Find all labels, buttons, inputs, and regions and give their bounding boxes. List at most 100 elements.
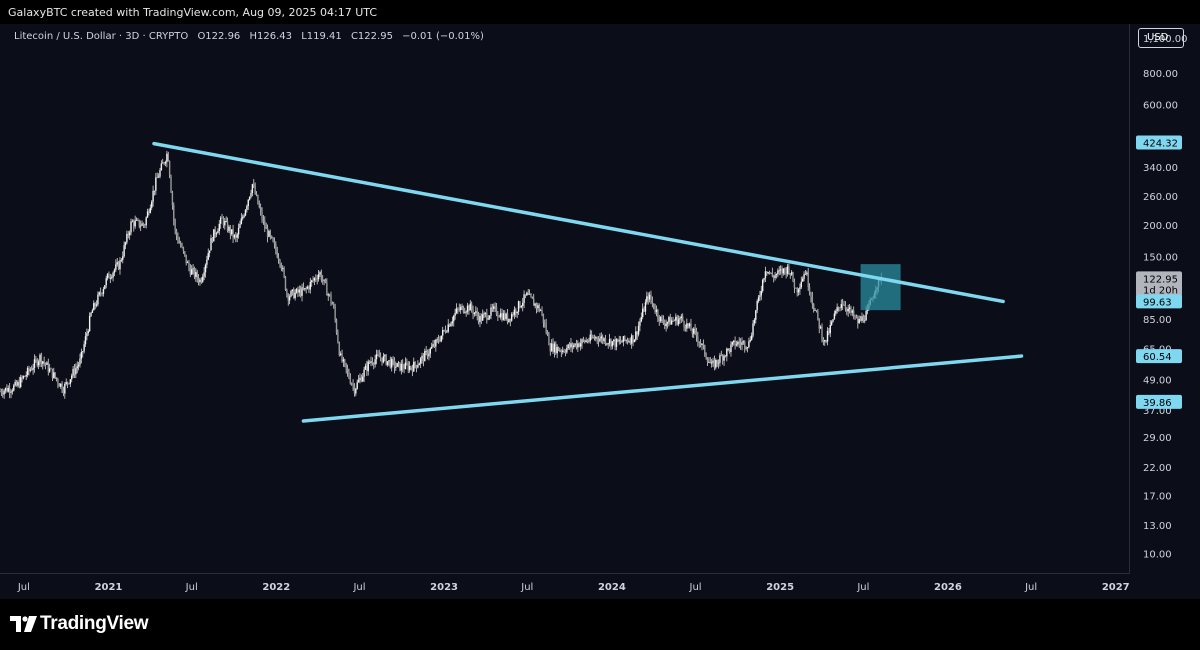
candle-body [859, 318, 862, 321]
candle-body [338, 342, 340, 356]
candle-body [91, 310, 94, 313]
price-chart[interactable]: 1,100.00 800.00 600.00 340.00 260.00 200.00 15… [0, 24, 1200, 599]
candle-body [615, 339, 618, 347]
candle-body [188, 262, 190, 269]
candle-body [276, 250, 278, 258]
candle-body [739, 343, 742, 345]
candle-body [373, 363, 375, 365]
candle-body [672, 320, 674, 322]
candle-body [808, 287, 811, 294]
candle-body [799, 287, 801, 290]
candle-body [192, 268, 194, 270]
candle-body [184, 251, 186, 255]
candle-body [43, 361, 45, 364]
candle-body [72, 368, 74, 376]
price-label-box [1136, 135, 1182, 150]
candle-body [524, 294, 527, 296]
candle-body [472, 309, 474, 314]
x-axis-tick-label: 2021 [95, 582, 123, 593]
candle-body [688, 323, 691, 327]
candle-body [789, 273, 791, 275]
candle-body [181, 246, 183, 248]
candle-body [54, 372, 56, 378]
candle-body [436, 339, 438, 341]
candle-body [395, 366, 397, 368]
candle-body [146, 211, 149, 218]
chart-frame[interactable]: 1,100.00 800.00 600.00 340.00 260.00 200.00 15… [0, 24, 1200, 599]
candle-body [19, 377, 22, 387]
candle-body [563, 350, 565, 352]
candle-body [450, 323, 452, 327]
candle-body [726, 348, 728, 357]
candle-body [414, 361, 416, 366]
attribution-text: GalaxyBTC created with TradingView.com, … [8, 6, 378, 19]
candle-body [557, 347, 560, 351]
candle-body [508, 318, 510, 323]
candle-body [680, 316, 683, 319]
candle-body [646, 296, 648, 303]
candle-body [131, 221, 134, 223]
candle-body [39, 354, 41, 362]
candle-body [681, 316, 684, 322]
candle-body [337, 332, 339, 343]
candle-body [520, 305, 523, 308]
candle-body [584, 340, 586, 342]
candle-body [90, 312, 92, 316]
candle-body [865, 310, 867, 321]
price-label-text: 60.54 [1143, 352, 1172, 363]
candle-body [53, 372, 55, 378]
candle-body [65, 381, 67, 385]
candle-body [94, 303, 96, 306]
candle-body [199, 279, 201, 283]
candle-body [641, 308, 644, 317]
candle-body [475, 311, 477, 313]
candle-body [109, 277, 112, 279]
candle-body [164, 161, 167, 164]
candle-body [610, 339, 612, 347]
candle-body [770, 272, 772, 274]
candle-body [555, 343, 557, 354]
candle-body [328, 294, 331, 296]
candle-body [124, 242, 127, 246]
candle-body [854, 316, 856, 318]
candle-body [104, 285, 106, 290]
candle-body [42, 361, 44, 364]
chart-pane[interactable] [0, 24, 1130, 574]
candle-body [528, 294, 531, 295]
candle-body [670, 320, 673, 325]
candle-body [157, 176, 160, 178]
candle-body [35, 359, 37, 361]
currency-button[interactable]: USD [1138, 28, 1184, 48]
candle-body [483, 313, 485, 315]
candle-body [617, 339, 619, 342]
candle-body [815, 310, 818, 312]
candle-body [502, 313, 505, 320]
candle-body [630, 335, 633, 344]
candle-body [538, 305, 540, 311]
candle-body [208, 250, 211, 253]
candle-body [0, 391, 1, 392]
candle-body [773, 276, 775, 278]
candle-body [515, 309, 517, 314]
candle-body [548, 334, 550, 346]
support-trendline [301, 354, 1024, 423]
candle-body [388, 360, 390, 362]
candle-body [560, 350, 563, 352]
candle-body [36, 359, 38, 366]
candle-body [55, 377, 58, 380]
candle-body [451, 321, 454, 324]
candle-body [687, 323, 689, 327]
candle-body [120, 259, 123, 261]
candle-body [57, 379, 59, 384]
candle-body [331, 303, 334, 305]
candle-body [7, 388, 9, 392]
candle-body [516, 311, 518, 314]
candle-body [272, 237, 274, 242]
symbol-legend: Litecoin / U.S. Dollar · 3D · CRYPTO O12… [14, 31, 490, 42]
candle-body [301, 287, 303, 296]
candle-body [393, 360, 396, 368]
candle-body [155, 177, 157, 191]
candle-body [243, 215, 245, 217]
candle-body [346, 368, 349, 372]
candle-body [570, 343, 572, 348]
